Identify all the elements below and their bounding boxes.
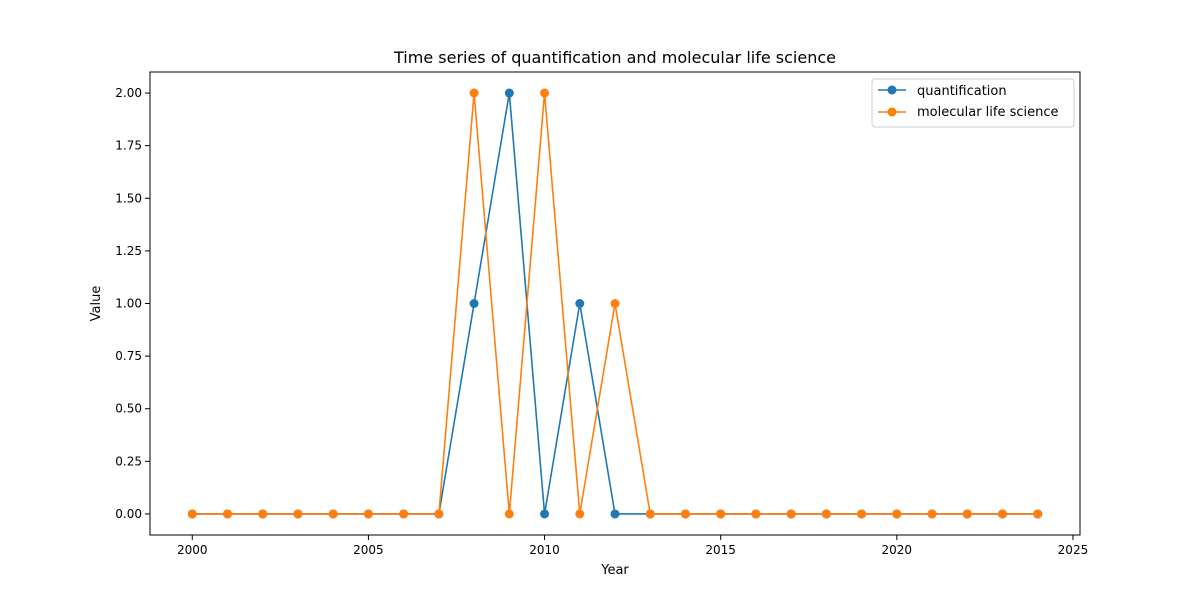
data-point-molecular-life-science [716, 509, 726, 519]
data-point-molecular-life-science [399, 509, 409, 519]
data-point-molecular-life-science [223, 509, 232, 519]
legend-frame [871, 78, 1075, 128]
y-tick-label: 0.00 [115, 507, 142, 521]
data-point-molecular-life-science [821, 509, 831, 519]
data-point-molecular-life-science [645, 509, 655, 519]
data-point-molecular-life-science [540, 88, 550, 98]
y-axis-label: Value [89, 286, 104, 322]
legend: quantification molecular life science [871, 78, 1075, 128]
x-tick-label: 2000 [177, 543, 208, 557]
x-tick-label: 2020 [882, 543, 913, 557]
data-point-molecular-life-science [998, 509, 1007, 519]
data-point-molecular-life-science [610, 299, 620, 308]
x-tick-label: 2005 [353, 543, 384, 557]
data-point-molecular-life-science [786, 509, 796, 519]
data-point-molecular-life-science [927, 509, 937, 519]
legend-marker-molecular-life-science [887, 107, 897, 117]
data-point-molecular-life-science [187, 509, 197, 519]
data-point-molecular-life-science [680, 509, 690, 519]
y-tick-label: 1.25 [115, 244, 142, 258]
y-tick-label: 1.00 [115, 297, 142, 311]
data-point-molecular-life-science [363, 509, 373, 519]
y-tick-label: 0.50 [115, 402, 142, 416]
data-point-molecular-life-science [293, 509, 303, 519]
series-molecular-life-science [187, 88, 1043, 519]
y-tick-label: 2.00 [115, 86, 142, 100]
legend-label-quantification: quantification [917, 84, 1007, 99]
legend-marker-quantification [887, 85, 897, 95]
x-tick-label: 2010 [529, 543, 560, 557]
data-point-molecular-life-science [892, 509, 902, 519]
y-axis: 0.00 0.25 0.50 0.75 1.00 1.25 1.50 1.75 2.00 [115, 86, 150, 521]
x-tick-label: 2015 [705, 543, 736, 557]
legend-label-molecular-life-science: molecular life science [917, 105, 1059, 120]
data-point-quantification [504, 88, 514, 98]
data-point-molecular-life-science [962, 509, 972, 519]
series-layer [187, 88, 1043, 519]
data-point-molecular-life-science [575, 509, 585, 519]
data-point-quantification [469, 299, 479, 308]
data-point-molecular-life-science [434, 509, 444, 519]
data-point-molecular-life-science [258, 509, 268, 519]
data-point-molecular-life-science [328, 509, 338, 519]
data-point-quantification [610, 509, 620, 519]
x-tick-label: 2025 [1058, 543, 1089, 557]
y-tick-label: 1.50 [115, 191, 142, 205]
x-axis-label: Year [600, 563, 629, 578]
data-point-molecular-life-science [504, 509, 514, 519]
data-point-molecular-life-science [857, 509, 867, 519]
data-point-quantification [540, 509, 550, 519]
chart-title: Time series of quantification and molecu… [393, 48, 836, 67]
data-point-quantification [575, 299, 585, 308]
x-axis: 2000 2005 2010 2015 2020 2025 [177, 535, 1088, 557]
y-tick-label: 0.75 [115, 349, 142, 363]
data-point-molecular-life-science [1033, 509, 1043, 519]
data-point-molecular-life-science [469, 88, 479, 98]
y-tick-label: 0.25 [115, 454, 142, 468]
data-point-molecular-life-science [751, 509, 761, 519]
y-tick-label: 1.75 [115, 139, 142, 153]
